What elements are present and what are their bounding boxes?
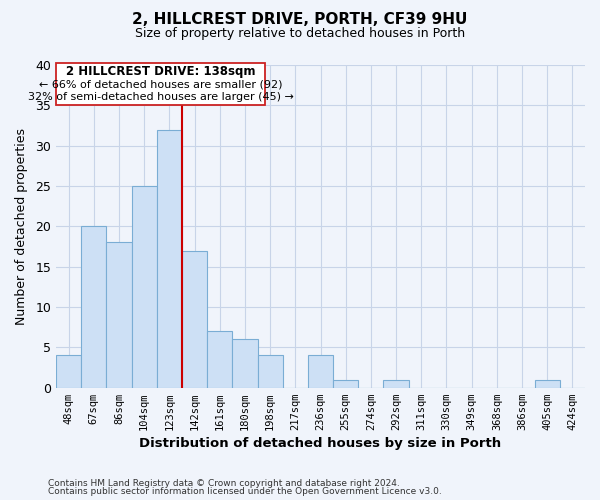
Text: Size of property relative to detached houses in Porth: Size of property relative to detached ho… bbox=[135, 28, 465, 40]
Bar bbox=[333, 380, 358, 388]
Text: ← 66% of detached houses are smaller (92): ← 66% of detached houses are smaller (92… bbox=[39, 80, 283, 90]
Bar bbox=[56, 356, 81, 388]
Bar bbox=[81, 226, 106, 388]
Text: Contains HM Land Registry data © Crown copyright and database right 2024.: Contains HM Land Registry data © Crown c… bbox=[48, 478, 400, 488]
Text: 2, HILLCREST DRIVE, PORTH, CF39 9HU: 2, HILLCREST DRIVE, PORTH, CF39 9HU bbox=[133, 12, 467, 28]
Text: Contains public sector information licensed under the Open Government Licence v3: Contains public sector information licen… bbox=[48, 487, 442, 496]
Bar bbox=[308, 356, 333, 388]
Bar bbox=[106, 242, 131, 388]
Bar bbox=[131, 186, 157, 388]
Y-axis label: Number of detached properties: Number of detached properties bbox=[16, 128, 28, 325]
FancyBboxPatch shape bbox=[56, 64, 265, 106]
Bar bbox=[257, 356, 283, 388]
Text: 32% of semi-detached houses are larger (45) →: 32% of semi-detached houses are larger (… bbox=[28, 92, 293, 102]
Bar bbox=[182, 250, 207, 388]
Bar bbox=[207, 331, 232, 388]
Text: 2 HILLCREST DRIVE: 138sqm: 2 HILLCREST DRIVE: 138sqm bbox=[66, 66, 256, 78]
Bar bbox=[383, 380, 409, 388]
X-axis label: Distribution of detached houses by size in Porth: Distribution of detached houses by size … bbox=[139, 437, 502, 450]
Bar bbox=[535, 380, 560, 388]
Bar bbox=[232, 340, 257, 388]
Bar bbox=[157, 130, 182, 388]
